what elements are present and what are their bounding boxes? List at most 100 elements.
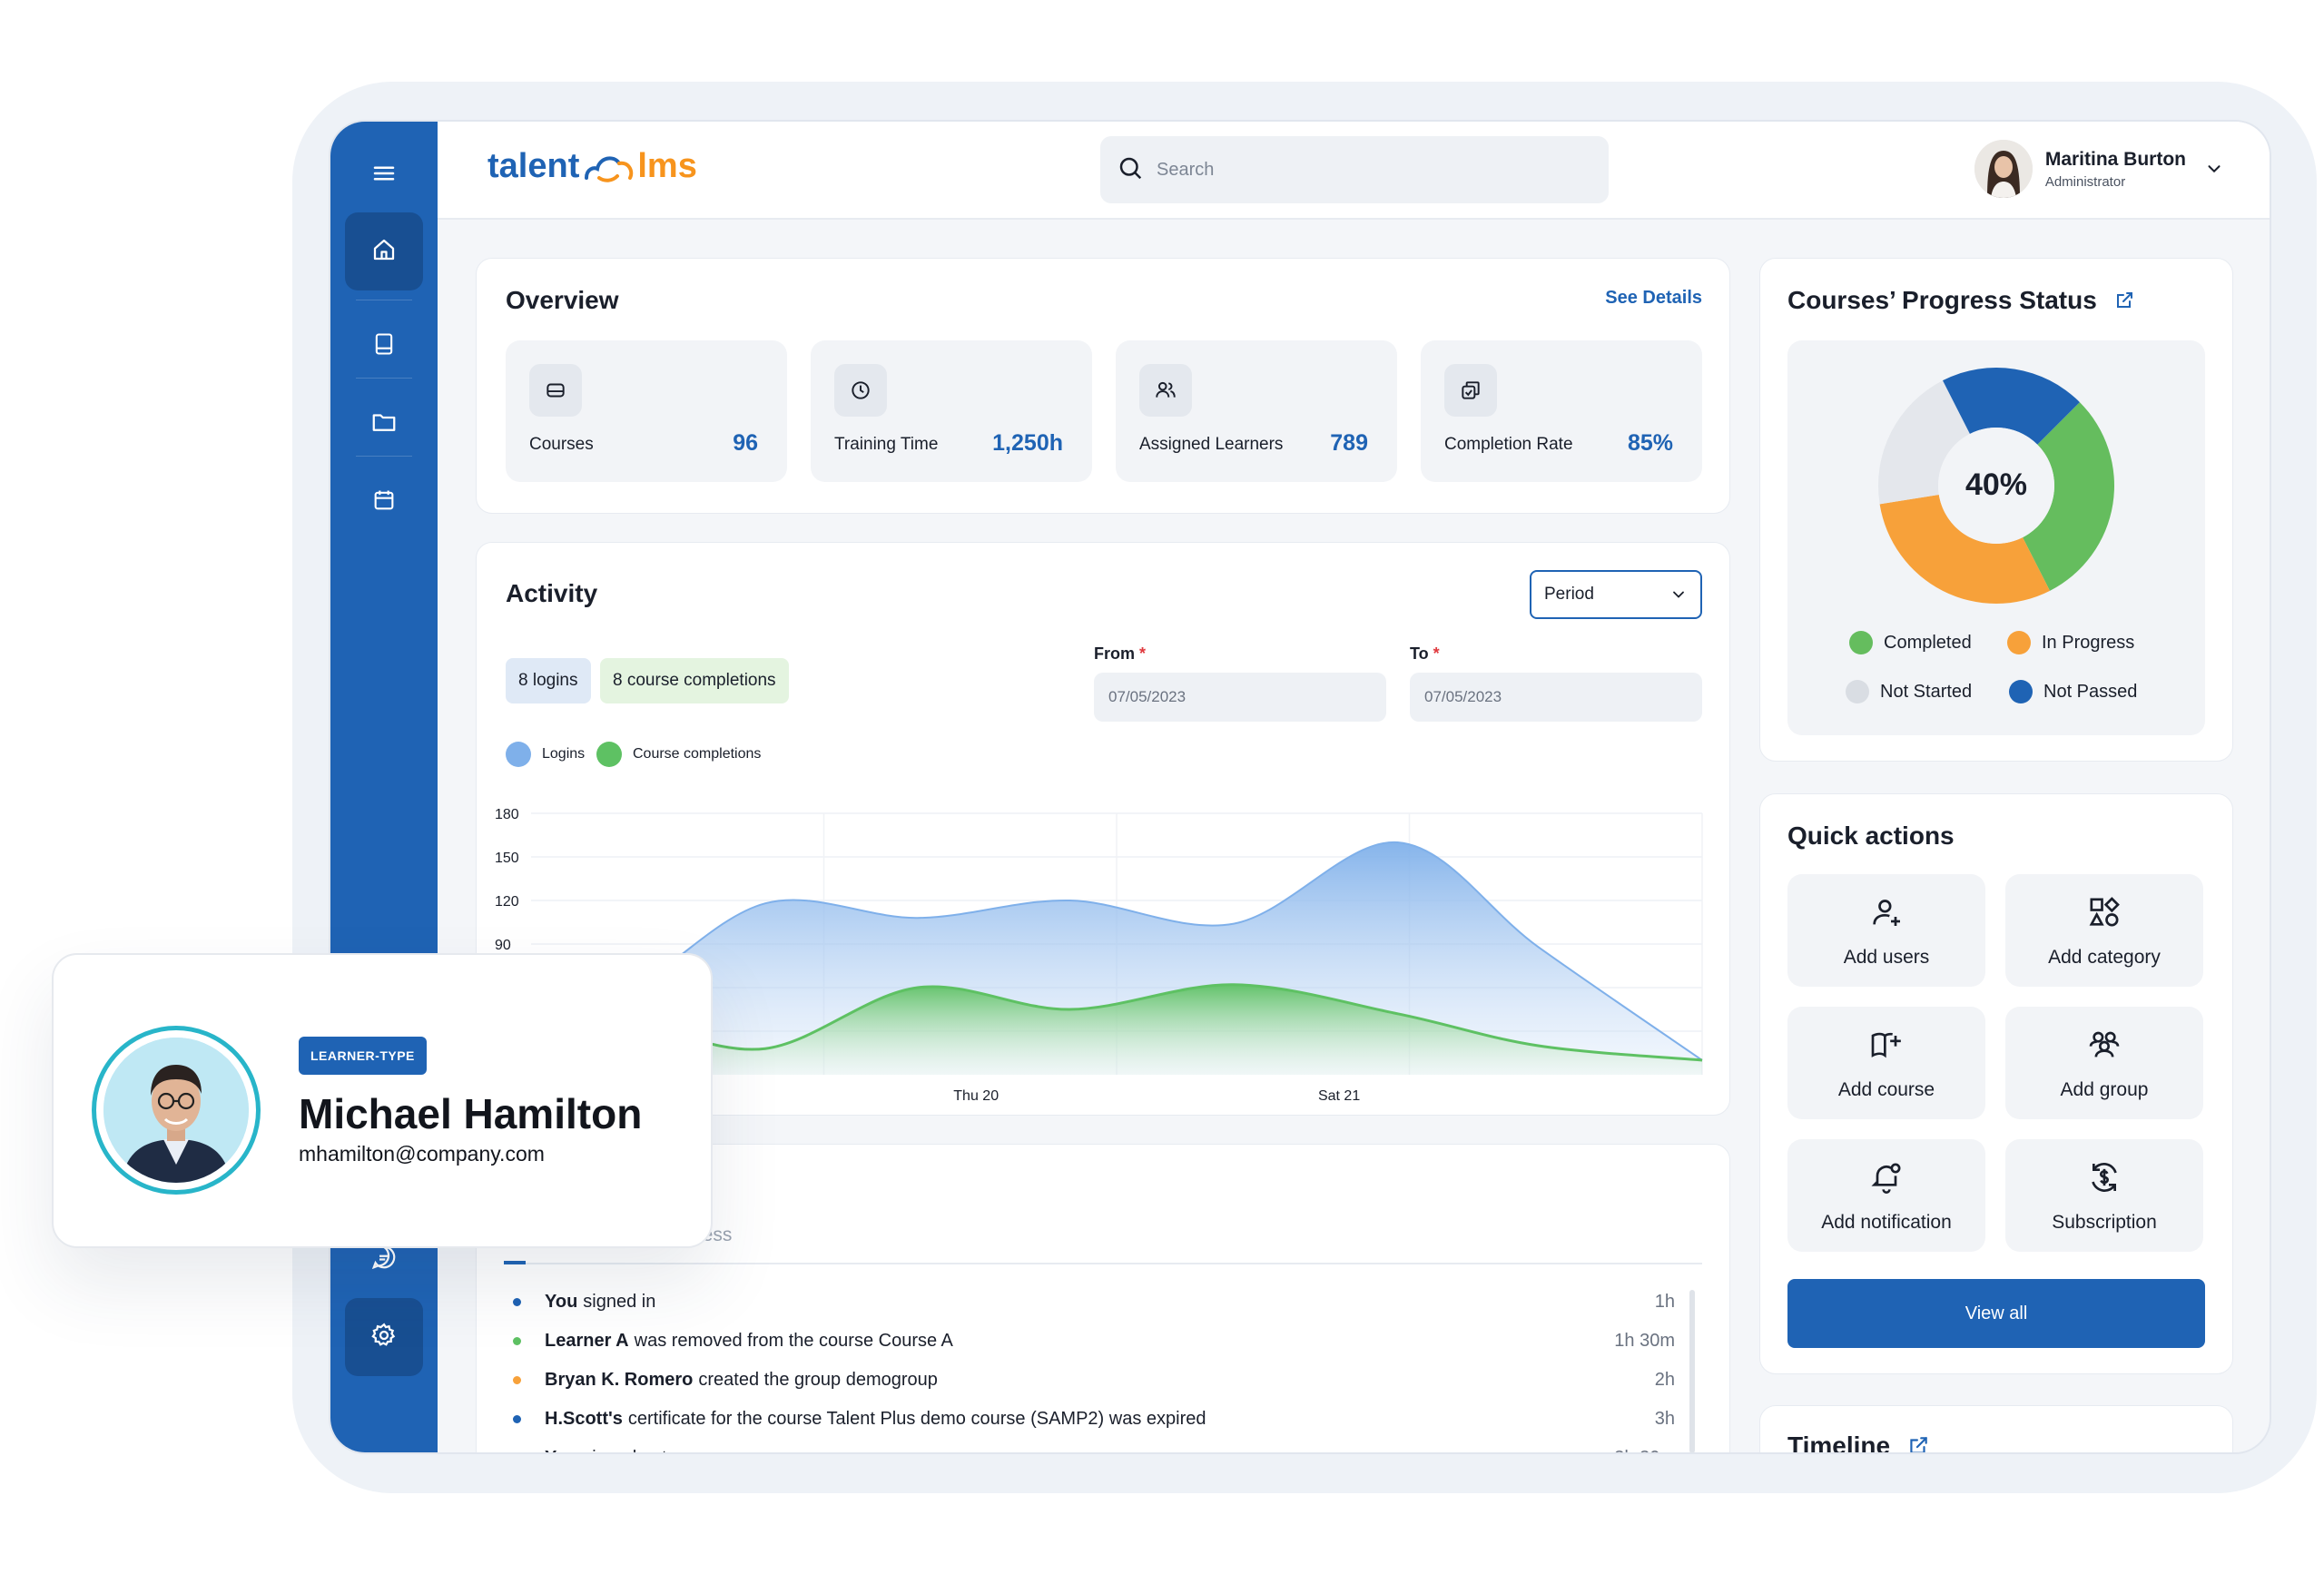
overview-title: Overview (506, 286, 619, 314)
required-mark: * (1433, 644, 1440, 663)
quick-action-label: Add group (2060, 1079, 2149, 1100)
view-all-button[interactable]: View all (1787, 1279, 2205, 1348)
completions-pill: 8 course completions (600, 658, 789, 703)
activity-text: signed in (583, 1291, 656, 1312)
x-tick-label: Sat 21 (1318, 1088, 1360, 1104)
to-label-text: To (1410, 644, 1429, 663)
search-bar[interactable] (1100, 136, 1609, 203)
add-user-icon (1868, 894, 1905, 935)
user-role: Administrator (2044, 173, 2126, 190)
activity-text: certificate for the course Talent Plus d… (627, 1408, 1206, 1429)
activity-bullet (513, 1375, 521, 1384)
external-link-icon[interactable] (1906, 1434, 1930, 1452)
logins-word: logins (532, 671, 578, 690)
legend-not-started: Not Started (1846, 680, 1972, 703)
add-category-button[interactable]: Add category (2005, 874, 2203, 987)
logo-text-talent: talent (487, 147, 580, 185)
learner-profile-card[interactable]: LEARNER-TYPE Michael Hamilton mhamilton@… (52, 953, 713, 1248)
add-users-button[interactable]: Add users (1787, 874, 1985, 987)
menu-icon[interactable] (345, 134, 423, 212)
activity-time: 3h 30m (1614, 1448, 1675, 1453)
legend-not-passed-label: Not Passed (2043, 681, 2138, 702)
legend-completions-label: Course completions (633, 746, 762, 762)
completions-word: course completions (626, 671, 776, 690)
progress-center-label: 40% (1965, 467, 2028, 502)
timeline-title: Timeline (1787, 1431, 1891, 1454)
group-icon (2086, 1027, 2122, 1067)
completions-count: 8 (613, 671, 623, 690)
subscription-button[interactable]: Subscription (2005, 1139, 2203, 1252)
y-tick-label: 180 (495, 807, 519, 822)
stat-training-time[interactable]: Training Time 1,250h (811, 340, 1092, 482)
add-group-button[interactable]: Add group (2005, 1007, 2203, 1119)
user-name: Maritina Burton (2044, 148, 2186, 170)
sidebar-item-courses[interactable] (345, 307, 423, 385)
stat-label: Courses (529, 435, 594, 454)
folder-icon (370, 408, 398, 440)
chevron-down-icon (1669, 585, 1688, 604)
user-menu[interactable]: Maritina Burton Administrator (1974, 140, 2224, 198)
activity-bullet (513, 1414, 521, 1423)
sidebar-item-files[interactable] (345, 385, 423, 463)
completed-segment (2023, 402, 2114, 591)
external-link-icon[interactable] (2113, 290, 2135, 311)
not-passed-swatch (2009, 680, 2033, 703)
logins-series-line (530, 841, 1703, 1061)
stat-courses[interactable]: Courses 96 (506, 340, 787, 482)
sidebar-item-chat[interactable] (345, 1220, 423, 1298)
stat-value: 85% (1627, 430, 1673, 456)
quick-action-label: Add users (1843, 947, 1930, 968)
stat-assigned-learners[interactable]: Assigned Learners 789 (1116, 340, 1397, 482)
legend-logins-label: Logins (542, 746, 586, 762)
period-select-value: Period (1544, 585, 1594, 604)
y-tick-label: 90 (495, 938, 511, 953)
sidebar-item-settings[interactable] (345, 1298, 423, 1376)
activity-text: was removed from the course Course A (634, 1330, 953, 1351)
timeline-card: Timeline (1759, 1405, 2233, 1454)
activity-actor: Learner A (545, 1330, 629, 1351)
activity-row: You signed out 3h 30m (513, 1444, 1675, 1453)
sidebar-item-home[interactable] (345, 212, 423, 290)
add-notification-button[interactable]: Add notification (1787, 1139, 1985, 1252)
chevron-down-icon[interactable] (2204, 159, 2224, 179)
legend-completed-label: Completed (1884, 632, 1972, 653)
profile-avatar (103, 1038, 249, 1183)
y-tick-label: 120 (495, 894, 519, 910)
to-date-input[interactable]: 07/05/2023 (1410, 673, 1702, 722)
period-select[interactable]: Period (1530, 570, 1702, 619)
add-course-icon (1868, 1027, 1905, 1067)
bell-icon (1868, 1159, 1905, 1200)
logins-swatch (506, 742, 531, 767)
stat-completion-rate[interactable]: Completion Rate 85% (1421, 340, 1702, 482)
calendar-icon (371, 487, 397, 517)
stat-value: 1,250h (992, 430, 1063, 456)
to-label: To * (1410, 644, 1440, 664)
in-progress-swatch (2007, 631, 2031, 654)
activity-time: 2h (1654, 1369, 1675, 1390)
completed-swatch (1849, 631, 1873, 654)
learner-name: Michael Hamilton (299, 1090, 643, 1137)
sidebar-item-calendar[interactable] (345, 463, 423, 541)
sidebar (330, 122, 438, 1452)
donut-hole (1938, 428, 2054, 544)
progress-title: Courses’ Progress Status (1787, 286, 2097, 314)
activity-actor: H.Scott's (545, 1408, 623, 1429)
app-window: talent lms Maritina Burton Administrator (329, 120, 2271, 1454)
talentlms-logo[interactable]: talent lms (487, 147, 697, 186)
from-date-input[interactable]: 07/05/2023 (1094, 673, 1386, 722)
quick-actions-card: Quick actions Add users Add category Add… (1759, 793, 2233, 1374)
in-progress-segment (1879, 495, 2051, 604)
scrollbar[interactable] (1689, 1290, 1695, 1452)
not-started-segment (1878, 380, 1970, 505)
topbar: talent lms Maritina Burton Administrator (438, 122, 2270, 220)
required-mark: * (1139, 644, 1147, 663)
search-input[interactable] (1157, 159, 1556, 181)
add-course-button[interactable]: Add course (1787, 1007, 1985, 1119)
activity-time: 3h (1654, 1408, 1675, 1429)
completions-swatch (596, 742, 622, 767)
see-details-link[interactable]: See Details (1605, 288, 1702, 308)
clock-icon (834, 364, 887, 417)
activity-row: You signed in 1h (513, 1288, 1675, 1315)
legend-in-progress-label: In Progress (2042, 632, 2135, 653)
